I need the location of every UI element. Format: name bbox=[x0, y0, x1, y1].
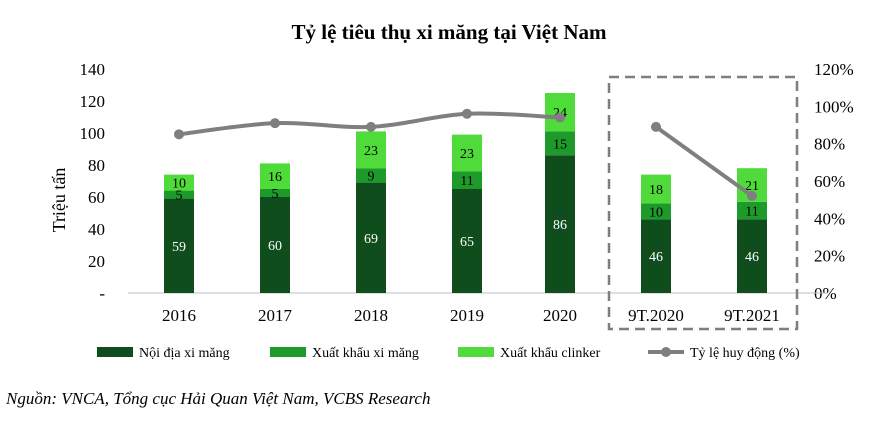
bar-data-label: 18 bbox=[649, 183, 663, 198]
x-tick-label: 9T.2020 bbox=[628, 306, 684, 325]
line-point bbox=[174, 129, 184, 140]
legend-label: Xuất khẩu xi măng bbox=[312, 346, 419, 361]
bar-data-label: 15 bbox=[553, 137, 567, 152]
bar-segment bbox=[356, 168, 386, 183]
bar-data-label: 21 bbox=[745, 179, 759, 194]
bar-segment bbox=[641, 203, 671, 220]
legend-label: Nội địa xi măng bbox=[139, 346, 230, 361]
bar-data-label: 11 bbox=[745, 205, 758, 220]
line-series bbox=[174, 108, 757, 201]
bar-data-label: 5 bbox=[272, 187, 279, 202]
line-point bbox=[270, 118, 280, 129]
bar-data-label: 10 bbox=[172, 177, 186, 192]
bar-data-label: 16 bbox=[268, 170, 282, 185]
bar-segment bbox=[545, 93, 575, 132]
highlight-box bbox=[607, 75, 799, 331]
bar-segment bbox=[260, 163, 290, 189]
y2-tick-label: 60% bbox=[814, 172, 845, 191]
y-axis-ticks: - 20 40 60 80 100 120 140 bbox=[80, 60, 106, 303]
y2-tick-label: 120% bbox=[814, 60, 854, 79]
bar-data-label: 5 bbox=[176, 189, 183, 204]
bar-data-label: 46 bbox=[649, 250, 663, 265]
line-point bbox=[555, 112, 565, 123]
bar-segment bbox=[260, 197, 290, 293]
bar-data-label: 10 bbox=[649, 205, 663, 220]
bar-segment bbox=[737, 201, 767, 220]
legend-marker bbox=[661, 347, 671, 357]
x-axis-ticks: 2016 2017 2018 2019 2020 9T.2020 9T.2021 bbox=[162, 306, 780, 325]
bar-data-label: 69 bbox=[364, 232, 378, 247]
legend-label: Xuất khẩu clinker bbox=[500, 346, 601, 361]
y2-tick-label: 40% bbox=[814, 209, 845, 228]
line-point bbox=[651, 121, 661, 132]
bar-data-label: 46 bbox=[745, 250, 759, 265]
legend-swatch bbox=[270, 347, 306, 357]
line-point bbox=[462, 108, 472, 119]
y-tick-label: 140 bbox=[80, 60, 106, 79]
y2-tick-label: 100% bbox=[814, 97, 854, 116]
line-point bbox=[366, 121, 376, 132]
legend-label: Tỷ lệ huy động (%) bbox=[690, 346, 800, 361]
x-tick-label: 2017 bbox=[258, 306, 293, 325]
x-tick-label: 2018 bbox=[354, 306, 388, 325]
y-tick-label: 120 bbox=[80, 92, 106, 111]
bar-segment bbox=[641, 174, 671, 204]
legend: Nội địa xi măng Xuất khẩu xi măng Xuất khẩ… bbox=[97, 346, 800, 361]
bar-segment bbox=[164, 174, 194, 191]
bar-segment bbox=[641, 219, 671, 293]
y2-tick-label: 20% bbox=[814, 247, 845, 266]
x-tick-label: 2019 bbox=[450, 306, 484, 325]
bar-data-label: 11 bbox=[460, 174, 473, 189]
y2-tick-label: 80% bbox=[814, 135, 845, 154]
bar-series: 595106051669923651123861524461018461121 bbox=[164, 93, 767, 293]
chart-title: Tỷ lệ tiêu thụ xi măng tại Việt Nam bbox=[292, 20, 607, 44]
bar-data-label: 86 bbox=[553, 218, 567, 233]
bar-segment bbox=[737, 219, 767, 293]
legend-swatch bbox=[97, 347, 133, 357]
bar-segment bbox=[356, 131, 386, 169]
bar-segment bbox=[452, 189, 482, 293]
bar-segment bbox=[452, 171, 482, 189]
bar-segment bbox=[356, 182, 386, 293]
bar-segment bbox=[452, 134, 482, 172]
x-tick-label: 9T.2021 bbox=[724, 306, 780, 325]
line-segment bbox=[654, 125, 754, 198]
y-tick-label: 20 bbox=[88, 252, 105, 271]
bar-data-label: 23 bbox=[364, 144, 378, 159]
y2-axis-ticks: 0%20%40%60%80%100%120% bbox=[814, 60, 854, 303]
legend-swatch bbox=[458, 347, 494, 357]
bar-segment bbox=[164, 198, 194, 293]
y-axis-label: Triệu tấn bbox=[49, 168, 69, 233]
bar-data-label: 65 bbox=[460, 235, 474, 250]
bar-data-label: 9 bbox=[368, 169, 375, 184]
bar-segment bbox=[260, 189, 290, 197]
bar-data-label: 59 bbox=[172, 240, 186, 255]
y-tick-label: - bbox=[99, 284, 105, 303]
y-tick-label: 60 bbox=[88, 188, 105, 207]
y-tick-label: 40 bbox=[88, 220, 105, 239]
source-note: Nguồn: VNCA, Tổng cục Hải Quan Việt Nam,… bbox=[6, 389, 431, 408]
x-tick-label: 2020 bbox=[543, 306, 577, 325]
bar-segment bbox=[545, 155, 575, 293]
x-tick-label: 2016 bbox=[162, 306, 196, 325]
bar-segment bbox=[545, 131, 575, 156]
bar-data-label: 60 bbox=[268, 239, 282, 254]
y-tick-label: 100 bbox=[80, 124, 106, 143]
line-point bbox=[747, 190, 757, 201]
bar-segment bbox=[164, 190, 194, 199]
bar-data-label: 23 bbox=[460, 147, 474, 162]
y-tick-label: 80 bbox=[88, 156, 105, 175]
